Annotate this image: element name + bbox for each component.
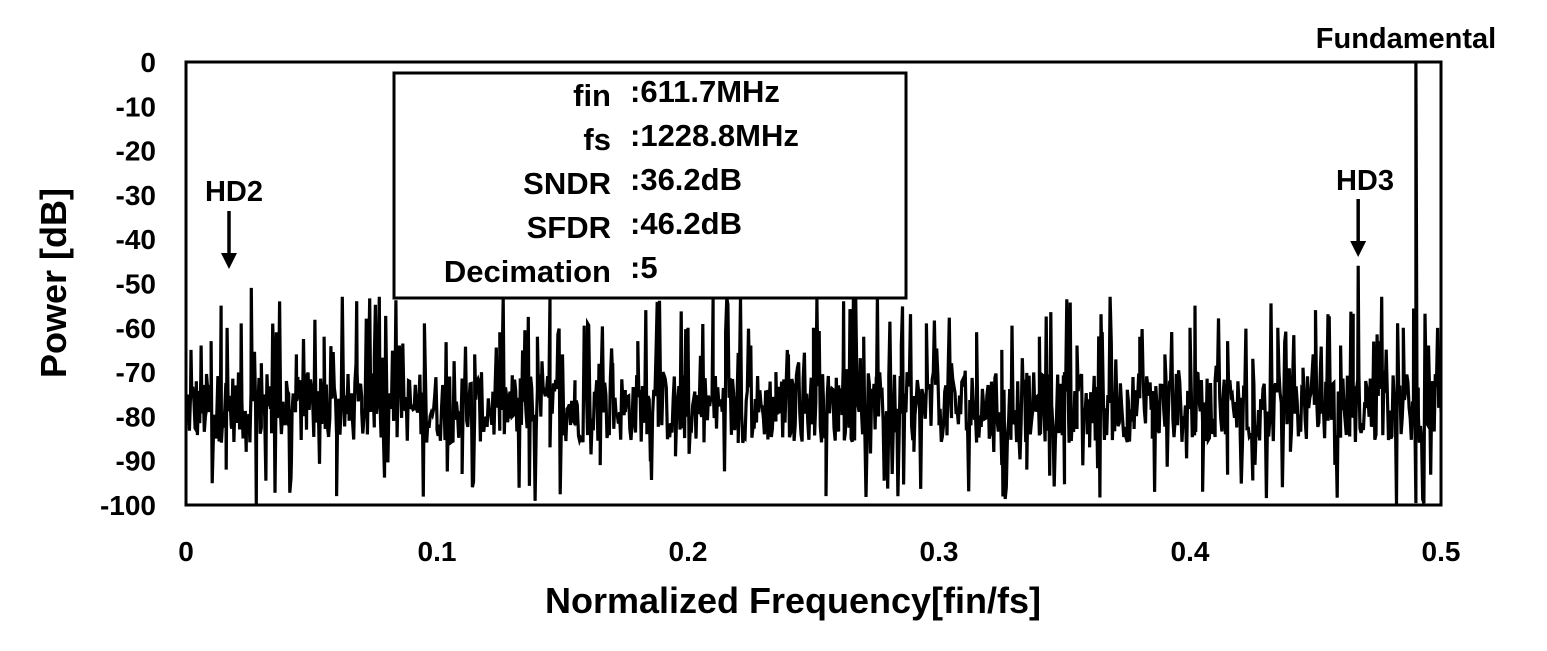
x-tick-label: 0.1 (418, 536, 457, 567)
y-tick-label: 0 (140, 47, 156, 78)
y-tick-labels: 0 -10 -20 -30 -40 -50 -60 -70 -80 -90 -100 (100, 47, 156, 521)
x-tick-label: 0 (178, 536, 194, 567)
info-rows: fin :611.7MHz fs :1228.8MHz SNDR :36.2dB SFDR:… (444, 74, 799, 289)
info-value: :611.7MHz (630, 74, 780, 109)
y-tick-label: -90 (116, 446, 156, 477)
info-value: :5 (630, 250, 658, 285)
x-tick-labels: 0 0.1 0.2 0.3 0.4 0.5 (178, 536, 1460, 567)
y-tick-label: -100 (100, 490, 156, 521)
plot-frame (184, 60, 1443, 507)
info-box: fin :611.7MHz fs :1228.8MHz SNDR :36.2dB SFDR:… (392, 71, 908, 300)
annotations: HD2 HD3 Fundamental (205, 23, 1496, 269)
x-axis-label: Normalized Frequency[fin/fs] (545, 580, 1041, 621)
x-tick-label: 0.2 (669, 536, 708, 567)
hd2-label: HD2 (205, 176, 263, 208)
info-key: fin (573, 78, 611, 113)
y-tick-label: -30 (116, 180, 156, 211)
x-tick-label: 0.4 (1171, 536, 1210, 567)
info-key: SNDR (523, 166, 611, 201)
y-tick-label: -70 (116, 357, 156, 388)
hd3-label: HD3 (1336, 165, 1394, 197)
info-value: :46.2dB (630, 206, 742, 241)
y-tick-label: -50 (116, 269, 156, 300)
y-tick-label: -20 (116, 136, 156, 167)
y-axis-label: Power [dB] (33, 188, 74, 378)
hd3-arrow (1350, 199, 1367, 257)
x-tick-label: 0.5 (1422, 536, 1461, 567)
info-key: Decimation (444, 254, 611, 289)
y-tick-label: -10 (116, 91, 156, 122)
y-tick-label: -80 (116, 401, 156, 432)
info-box-frame (392, 71, 908, 300)
info-key: SFDR (527, 210, 611, 245)
spectrum-line (186, 62, 1441, 505)
fundamental-label: Fundamental (1316, 23, 1496, 55)
y-tick-label: -40 (116, 224, 156, 255)
info-value: :1228.8MHz (630, 118, 799, 153)
plot-layer (186, 62, 1441, 505)
y-tick-label: -60 (116, 313, 156, 344)
x-tick-label: 0.3 (920, 536, 959, 567)
info-value: :36.2dB (630, 162, 742, 197)
hd2-arrow (221, 211, 237, 269)
info-key: fs (583, 122, 611, 157)
